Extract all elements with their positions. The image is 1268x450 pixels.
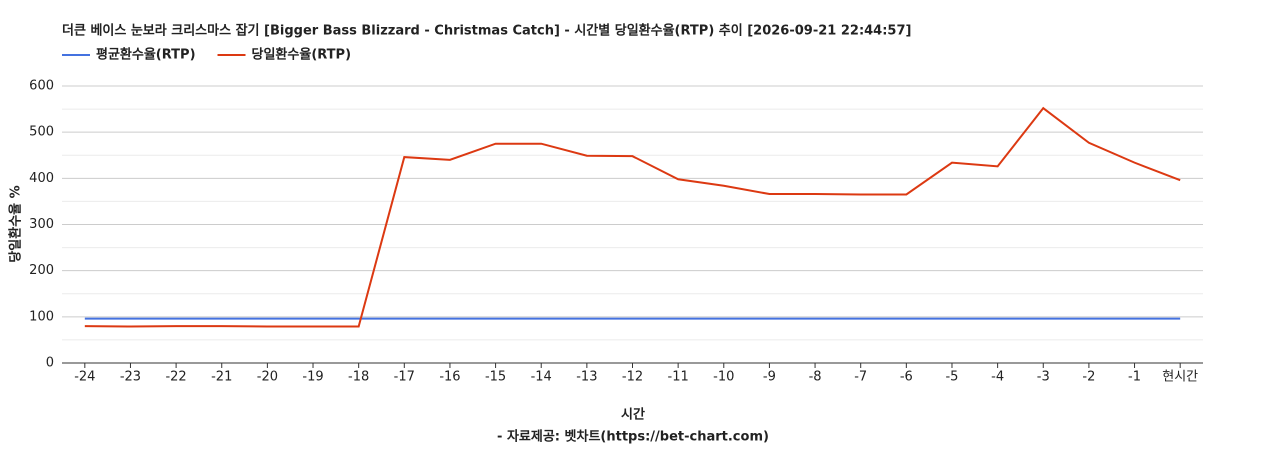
x-tick-label: -18 <box>348 370 369 385</box>
x-tick-label: -20 <box>257 370 278 385</box>
x-tick-label: -13 <box>576 370 597 385</box>
x-tick-label: -14 <box>531 370 552 385</box>
legend-label: 당일환수율(RTP) <box>252 47 352 63</box>
source-note: - 자료제공: 벳차트(https://bet-chart.com) <box>497 429 769 445</box>
y-tick-label: 200 <box>29 263 54 278</box>
x-axis-title: 시간 <box>621 407 645 423</box>
y-axis-title: 당일환수율 % <box>8 185 24 262</box>
x-tick-label: -5 <box>945 370 958 385</box>
y-tick-label: 400 <box>29 171 54 186</box>
x-tick-label: -19 <box>302 370 323 385</box>
x-tick-label: -1 <box>1128 370 1141 385</box>
x-tick-label: -4 <box>991 370 1004 385</box>
x-tick-label: -11 <box>668 370 689 385</box>
y-tick-label: 100 <box>29 309 54 324</box>
x-tick-label: -9 <box>763 370 776 385</box>
y-tick-label: 300 <box>29 217 54 232</box>
x-tick-label: -6 <box>900 370 913 385</box>
x-tick-label: -2 <box>1082 370 1095 385</box>
y-tick-label: 0 <box>46 356 54 371</box>
legend-label: 평균환수율(RTP) <box>96 47 196 63</box>
x-tick-label: -17 <box>394 370 415 385</box>
x-tick-label: -7 <box>854 370 867 385</box>
x-tick-label: -3 <box>1037 370 1050 385</box>
x-tick-label: -12 <box>622 370 643 385</box>
series-line <box>84 106 1181 328</box>
y-tick-label: 500 <box>29 125 54 140</box>
x-tick-label: 현시간 <box>1162 370 1198 385</box>
x-tick-label: -10 <box>713 370 734 385</box>
y-tick-label: 600 <box>29 79 54 94</box>
x-tick-label: -16 <box>439 370 460 385</box>
x-tick-label: -22 <box>165 370 186 385</box>
x-tick-label: -8 <box>809 370 822 385</box>
chart-title: 더큰 베이스 눈보라 크리스마스 잡기 [Bigger Bass Blizzar… <box>62 23 911 39</box>
x-tick-label: -21 <box>211 370 232 385</box>
x-tick-label: -15 <box>485 370 506 385</box>
x-tick-label: -24 <box>74 370 95 385</box>
x-tick-label: -23 <box>120 370 141 385</box>
